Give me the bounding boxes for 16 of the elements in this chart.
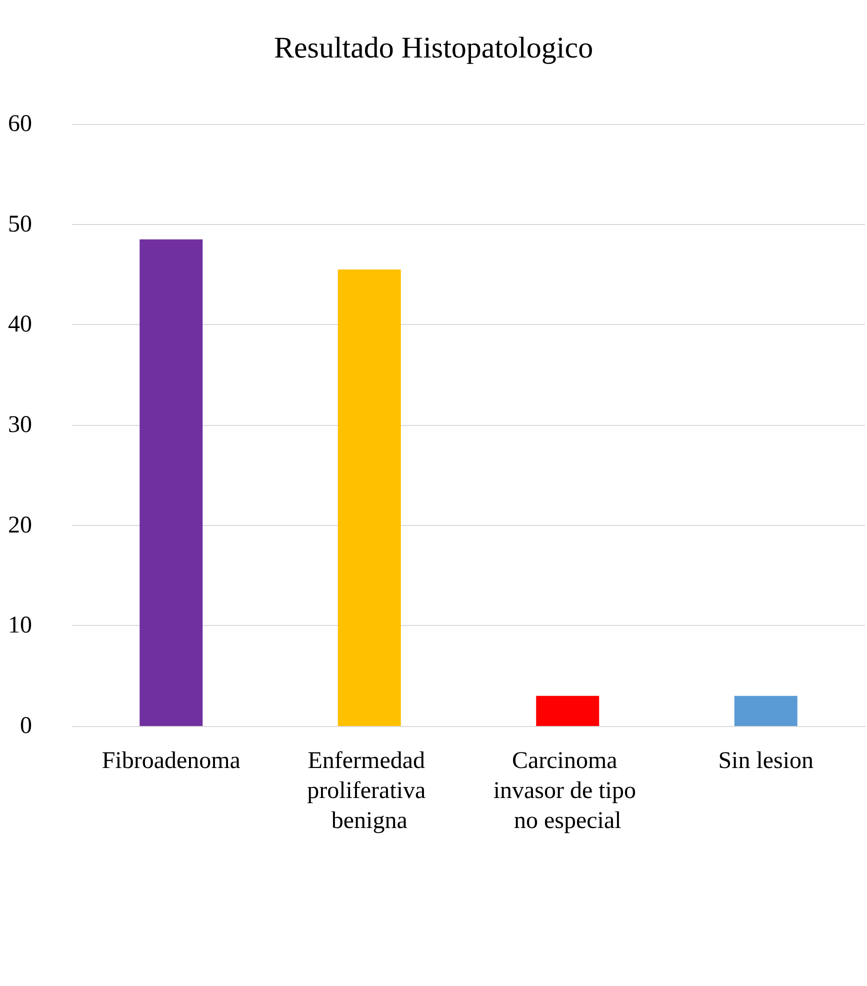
y-tick-label: 0	[20, 713, 32, 739]
y-tick-label: 20	[8, 512, 32, 538]
x-tick-label: Carcinoma invasor de tipo no especial	[493, 748, 642, 834]
chart-title: Resultado Histopatologico	[274, 32, 594, 64]
bar	[536, 696, 600, 726]
bar	[338, 269, 401, 726]
bar	[140, 239, 203, 726]
y-tick-label: 50	[8, 211, 32, 238]
x-tick-label: Fibroadenoma	[102, 748, 241, 774]
y-tick-label: 60	[8, 111, 32, 137]
x-tick-label: Sin lesion	[718, 748, 814, 774]
y-tick-label: 40	[8, 312, 32, 338]
y-tick-label: 10	[8, 612, 32, 639]
x-tick-label: Enfermedad proliferativa benigna	[307, 748, 432, 834]
bar	[734, 696, 798, 726]
y-tick-label: 30	[8, 412, 32, 438]
